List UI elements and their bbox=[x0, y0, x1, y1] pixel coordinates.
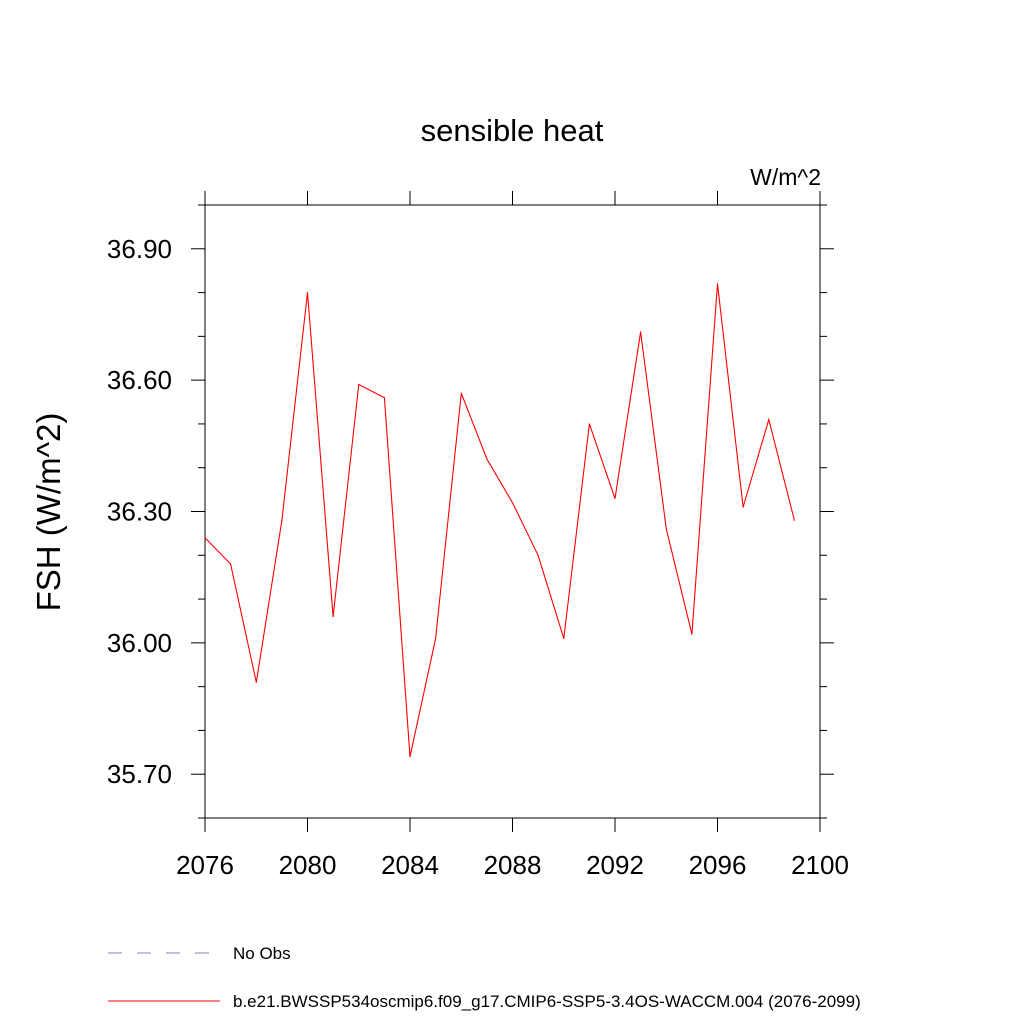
data-point bbox=[435, 637, 437, 640]
data-point bbox=[640, 331, 642, 333]
x-tick-label: 2100 bbox=[791, 850, 849, 880]
data-point bbox=[588, 423, 590, 425]
data-point bbox=[742, 506, 744, 508]
legend: No Obs b.e21.BWSSP534oscmip6.f09_g17.CMIP… bbox=[108, 944, 861, 1011]
data-point bbox=[204, 537, 206, 539]
x-tick-label: 2084 bbox=[381, 850, 439, 880]
x-tick-labels: 2076 2080 2084 2088 2092 2096 2100 bbox=[176, 850, 849, 880]
x-tick-label: 2092 bbox=[586, 850, 644, 880]
x-tick-label: 2088 bbox=[484, 850, 542, 880]
data-point bbox=[563, 637, 565, 640]
legend-label: No Obs bbox=[233, 944, 291, 963]
data-point bbox=[511, 502, 514, 504]
data-point bbox=[358, 383, 360, 386]
y-tick-labels: 35.70 36.00 36.30 36.60 36.90 bbox=[107, 234, 172, 789]
y-tick-label: 36.30 bbox=[107, 497, 172, 527]
data-point bbox=[537, 554, 539, 556]
units-label: W/m^2 bbox=[750, 164, 821, 190]
y-tick-label: 36.90 bbox=[107, 234, 172, 264]
data-point bbox=[332, 615, 334, 618]
data-point bbox=[793, 519, 795, 521]
data-point bbox=[768, 418, 770, 421]
data-point bbox=[665, 528, 667, 530]
y-tick-label: 36.60 bbox=[107, 365, 172, 395]
axis-ticks bbox=[191, 191, 834, 832]
y-tick-label: 35.70 bbox=[107, 759, 172, 789]
x-tick-label: 2080 bbox=[279, 850, 337, 880]
chart-title: sensible heat bbox=[421, 113, 604, 148]
data-point bbox=[460, 392, 462, 394]
plot-frame bbox=[204, 204, 821, 819]
data-point bbox=[409, 756, 411, 758]
data-point bbox=[486, 458, 488, 460]
data-point bbox=[255, 681, 257, 683]
series-layer bbox=[204, 283, 795, 758]
data-point bbox=[230, 563, 232, 565]
x-tick-label: 2096 bbox=[689, 850, 747, 880]
data-point bbox=[614, 497, 616, 499]
data-point bbox=[716, 283, 719, 285]
data-point bbox=[306, 291, 309, 294]
data-point bbox=[383, 397, 385, 399]
data-point bbox=[691, 633, 693, 635]
x-tick-label: 2076 bbox=[176, 850, 234, 880]
y-axis-label: FSH (W/m^2) bbox=[30, 413, 67, 612]
y-tick-label: 36.00 bbox=[107, 628, 172, 658]
series-line bbox=[204, 283, 795, 757]
data-point bbox=[281, 519, 283, 521]
legend-label: b.e21.BWSSP534oscmip6.f09_g17.CMIP6-SSP5… bbox=[233, 992, 861, 1011]
